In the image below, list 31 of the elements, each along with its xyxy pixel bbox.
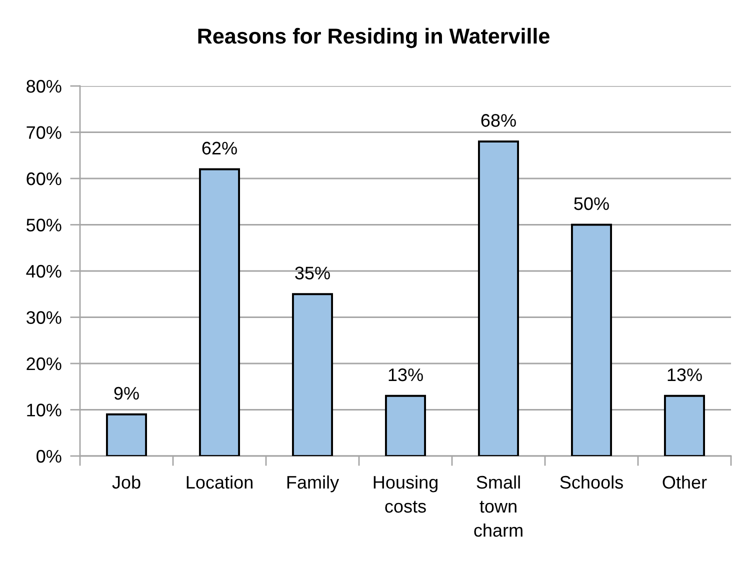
data-label: 62% — [202, 142, 237, 155]
y-tick-label: 50% — [26, 218, 62, 232]
y-tick-label: 40% — [26, 264, 62, 278]
data-label: 13% — [668, 368, 702, 382]
data-label: 35% — [295, 266, 330, 280]
x-tick-label: Family — [287, 475, 340, 492]
bar — [106, 413, 148, 456]
data-label: 50% — [574, 197, 609, 210]
data-label: 13% — [388, 368, 423, 382]
data-label: 68% — [481, 114, 516, 127]
chart-title: Reasons for Residing in Waterville — [198, 28, 550, 48]
x-tick-label: Small town charm — [474, 475, 522, 537]
x-tick-label: Schools — [560, 475, 623, 489]
x-tick-label: Housing costs — [374, 475, 438, 513]
data-label: 9% — [114, 386, 139, 400]
x-tick-label: Location — [186, 475, 252, 489]
bar — [478, 140, 520, 456]
x-tick-label: Other — [662, 475, 707, 489]
y-tick-label: 10% — [27, 404, 62, 416]
bar — [570, 224, 612, 456]
y-tick-label: 0% — [36, 450, 62, 463]
bar — [198, 168, 240, 456]
bar — [664, 394, 706, 456]
y-tick-label: 60% — [26, 172, 62, 186]
y-tick-label: 20% — [26, 357, 62, 370]
x-tick-label: Job — [112, 475, 140, 489]
y-tick-label: 70% — [26, 126, 62, 139]
bar — [292, 293, 334, 456]
y-tick-label: 80% — [26, 80, 62, 93]
bar — [384, 394, 426, 456]
y-tick-label: 30% — [26, 311, 62, 324]
